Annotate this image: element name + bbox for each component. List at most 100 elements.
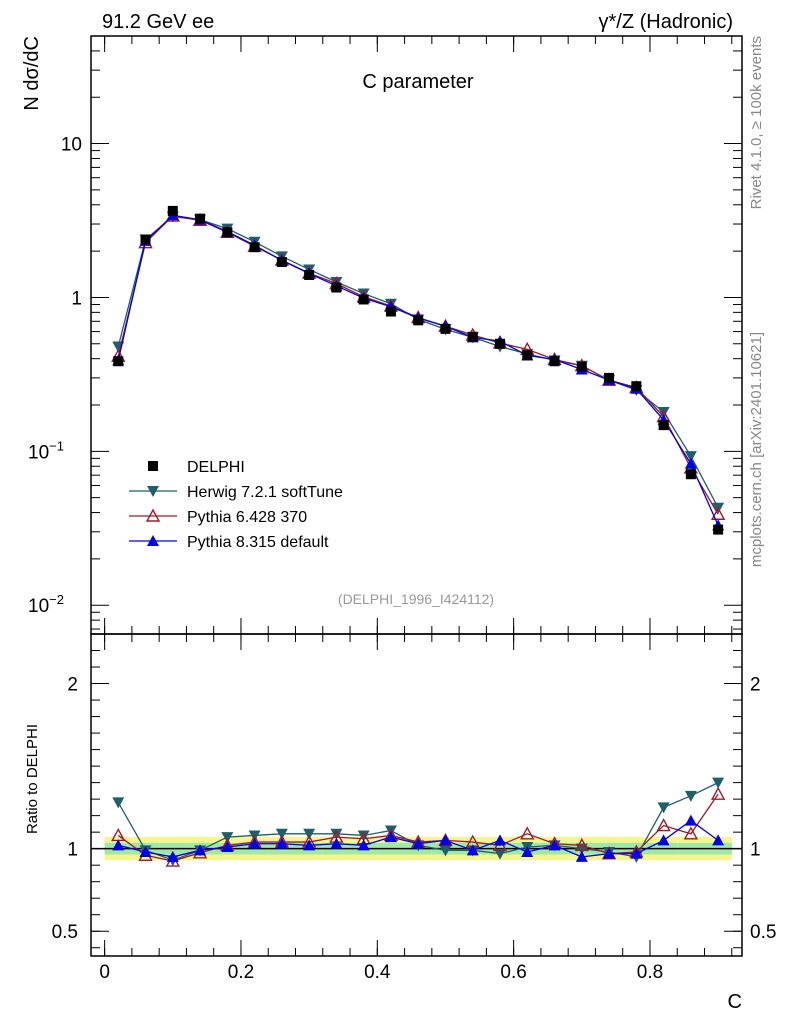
point-ratio — [439, 845, 452, 857]
point-ratio — [194, 844, 207, 856]
y-axis-label-main: N dσ/dC — [21, 36, 43, 111]
point-ratio — [683, 826, 699, 840]
point-main — [385, 306, 396, 317]
ratio-tick-label-left: 0.5 — [52, 922, 78, 943]
point-main — [631, 381, 642, 392]
x-axis-label: C — [728, 991, 742, 1013]
point-ratio — [439, 834, 452, 846]
point-ratio — [112, 839, 125, 851]
point-main — [522, 350, 533, 361]
point-main — [549, 356, 560, 367]
point-ratio — [275, 828, 288, 840]
point-ratio — [520, 826, 535, 840]
point-main — [222, 227, 233, 238]
chart-title: C parameter — [362, 71, 473, 93]
point-ratio — [712, 777, 725, 789]
point-main — [685, 469, 696, 480]
x-tick-label: 0.6 — [500, 962, 526, 983]
point-ratio — [548, 839, 561, 851]
y-tick-label: 10−2 — [28, 592, 64, 617]
legend-label: DELPHI — [187, 459, 245, 476]
ratio-tick-label-left: 1 — [67, 840, 78, 861]
ratio-tick-label-left: 2 — [67, 675, 78, 696]
point-main — [495, 338, 506, 349]
point-ratio — [221, 832, 234, 844]
header-left-label: 91.2 GeV ee — [102, 11, 214, 33]
point-ratio — [521, 845, 534, 857]
legend-label: Pythia 6.428 370 — [187, 509, 307, 526]
legend-label: Pythia 8.315 default — [187, 534, 329, 551]
legend-entry: Herwig 7.2.1 softTune — [129, 484, 343, 501]
ratio-tick-label-right: 1 — [750, 840, 761, 861]
point-ratio — [574, 837, 589, 852]
point-ratio — [248, 837, 261, 849]
y-axis-label-ratio: Ratio to DELPHI — [24, 724, 41, 834]
point-ratio — [575, 850, 588, 862]
point-main — [331, 282, 342, 293]
series-line-main — [117, 214, 719, 526]
point-ratio — [303, 839, 316, 851]
legend-marker — [147, 535, 159, 546]
point-ratio — [684, 790, 697, 802]
axes-ticks: 0 0.2 0.4 0.6 0.8 10 1 10−1 10−2 0.5 0.5 1 1 2 2 — [28, 35, 776, 983]
y-tick-label: 10 — [61, 135, 82, 156]
point-ratio — [112, 797, 125, 809]
point-main — [604, 372, 615, 383]
point-main — [304, 269, 315, 280]
point-ratio — [656, 818, 671, 832]
point-main — [276, 256, 287, 267]
point-ratio — [466, 844, 479, 856]
point-main — [113, 356, 124, 367]
ratio-tick-label-right: 0.5 — [750, 922, 776, 943]
point-main — [140, 234, 151, 245]
y-tick-label: 10−1 — [28, 438, 64, 463]
x-tick-label: 0.2 — [228, 962, 254, 983]
header-right-label: γ*/Z (Hadronic) — [599, 11, 733, 33]
legend-label: Herwig 7.2.1 softTune — [187, 484, 343, 501]
point-main — [710, 506, 726, 520]
point-ratio — [684, 814, 697, 826]
point-main — [576, 361, 587, 372]
point-main — [684, 451, 697, 463]
point-ratio — [357, 830, 370, 842]
point-ratio — [384, 825, 397, 837]
point-ratio — [357, 839, 370, 851]
x-tick-label: 0.8 — [637, 962, 663, 983]
point-main — [249, 242, 260, 253]
point-main — [358, 294, 369, 305]
point-main — [684, 457, 697, 469]
legend-entry: Pythia 8.315 default — [129, 534, 329, 551]
point-ratio — [166, 850, 179, 862]
point-main — [657, 407, 670, 419]
point-ratio — [303, 828, 316, 840]
legend: DELPHI Herwig 7.2.1 softTune Pythia 6.428 … — [129, 459, 343, 551]
mcplots-label: mcplots.cern.ch [arXiv:2401.10621] — [748, 332, 765, 567]
point-main — [195, 213, 206, 224]
point-ratio — [139, 845, 152, 857]
series-delphi — [113, 205, 724, 535]
watermark-analysis-id: (DELPHI_1996_I424112) — [338, 591, 494, 607]
point-main — [413, 315, 424, 326]
point-ratio — [330, 828, 343, 840]
rivet-version-label: Rivet 4.1.0, ≥ 100k events — [748, 36, 765, 209]
legend-entry: Pythia 6.428 370 — [129, 508, 307, 526]
y-tick-label: 1 — [71, 288, 82, 309]
ratio-plot-frame — [90, 633, 743, 957]
point-ratio — [494, 848, 507, 860]
point-ratio — [710, 786, 726, 800]
point-ratio — [712, 834, 725, 846]
point-ratio — [630, 847, 643, 859]
point-ratio — [657, 802, 670, 814]
point-ratio — [412, 837, 425, 849]
legend-marker — [147, 486, 159, 497]
point-main — [658, 420, 669, 431]
point-ratio — [657, 834, 670, 846]
x-tick-label: 0.4 — [364, 962, 391, 983]
point-ratio — [384, 831, 397, 843]
point-main — [167, 205, 178, 216]
point-ratio — [275, 837, 288, 849]
point-main — [440, 323, 451, 334]
point-ratio — [330, 837, 343, 849]
data-marks — [111, 205, 726, 867]
